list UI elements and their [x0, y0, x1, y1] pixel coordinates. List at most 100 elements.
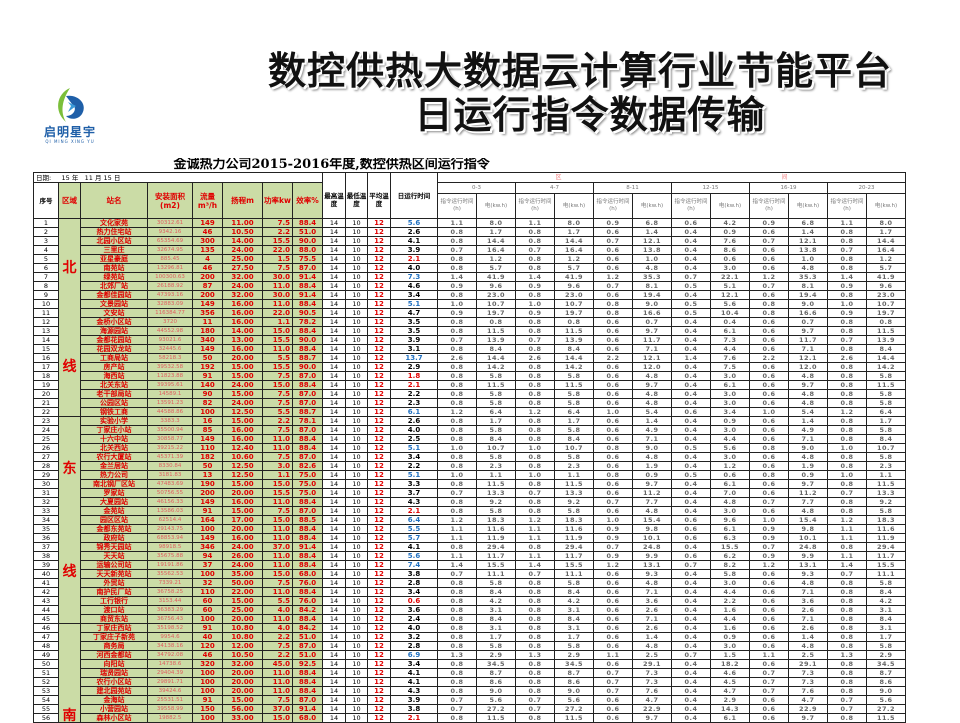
min-temp-value[interactable]: 10: [345, 533, 368, 543]
efficiency-value[interactable]: 88.4: [292, 344, 323, 354]
instruction-hours-value[interactable]: 0.8: [437, 677, 477, 687]
instruction-hours-value[interactable]: 0.4: [671, 371, 711, 381]
electricity-value[interactable]: 23.0: [476, 290, 516, 300]
efficiency-value[interactable]: 75.0: [292, 488, 323, 498]
instruction-hours-value[interactable]: 0.9: [749, 533, 789, 543]
instruction-hours-value[interactable]: 1.2: [593, 272, 633, 282]
electricity-value[interactable]: 11.5: [554, 380, 594, 390]
electricity-value[interactable]: 11.7: [554, 551, 594, 561]
electricity-value[interactable]: 9.9: [788, 551, 828, 561]
electricity-value[interactable]: 16.6: [788, 308, 828, 318]
station-name[interactable]: 金桥小区站: [80, 317, 148, 327]
electricity-value[interactable]: 7.1: [788, 344, 828, 354]
row-number[interactable]: 15: [33, 344, 59, 354]
instruction-hours-value[interactable]: 1.4: [437, 560, 477, 570]
efficiency-value[interactable]: 91.4: [292, 272, 323, 282]
instruction-hours-value[interactable]: 1.2: [515, 407, 555, 417]
head-value[interactable]: 17.00: [222, 515, 263, 525]
power-value[interactable]: 22.0: [262, 308, 293, 318]
electricity-value[interactable]: 12.1: [632, 353, 672, 363]
station-area[interactable]: 98918.5: [147, 542, 193, 552]
electricity-value[interactable]: 4.2: [866, 596, 906, 606]
station-name[interactable]: 北关东站: [80, 380, 148, 390]
instruction-hours-value[interactable]: 0.7: [827, 245, 867, 255]
max-temp-value[interactable]: 14: [322, 470, 346, 480]
min-temp-value[interactable]: 10: [345, 506, 368, 516]
head-value[interactable]: 20.00: [222, 668, 263, 678]
instruction-hours-value[interactable]: 0.6: [593, 254, 633, 264]
instruction-hours-value[interactable]: 0.7: [593, 497, 633, 507]
row-number[interactable]: 4: [33, 245, 59, 255]
instruction-hours-value[interactable]: 0.4: [671, 452, 711, 462]
power-value[interactable]: 7.5: [262, 452, 293, 462]
instruction-hours-value[interactable]: 0.4: [671, 677, 711, 687]
electricity-value[interactable]: 3.0: [710, 398, 750, 408]
row-number[interactable]: 56: [33, 713, 59, 723]
instruction-hours-value[interactable]: 0.4: [671, 326, 711, 336]
electricity-value[interactable]: 1.1: [476, 470, 516, 480]
electricity-value[interactable]: 15.4: [788, 515, 828, 525]
electricity-value[interactable]: 34.5: [476, 659, 516, 669]
max-temp-value[interactable]: 14: [322, 515, 346, 525]
instruction-hours-value[interactable]: 0.9: [515, 308, 555, 318]
avg-temp-value[interactable]: 12: [367, 335, 391, 345]
min-temp-value[interactable]: 10: [345, 299, 368, 309]
instruction-hours-value[interactable]: 0.6: [749, 632, 789, 642]
min-temp-value[interactable]: 10: [345, 344, 368, 354]
instruction-hours-value[interactable]: 1.2: [437, 407, 477, 417]
instruction-hours-value[interactable]: 0.8: [437, 659, 477, 669]
electricity-value[interactable]: 4.8: [710, 497, 750, 507]
instruction-hours-value[interactable]: 1.1: [437, 551, 477, 561]
head-value[interactable]: 15.00: [222, 389, 263, 399]
instruction-hours-value[interactable]: 0.4: [671, 704, 711, 714]
head-value[interactable]: 10.50: [222, 650, 263, 660]
min-temp-value[interactable]: 10: [345, 254, 368, 264]
instruction-hours-value[interactable]: 1.2: [437, 515, 477, 525]
max-temp-value[interactable]: 14: [322, 596, 346, 606]
station-area[interactable]: 62514.4: [147, 515, 193, 525]
avg-temp-value[interactable]: 12: [367, 614, 391, 624]
power-value[interactable]: 11.0: [262, 299, 293, 309]
power-value[interactable]: 7.5: [262, 695, 293, 705]
table-row[interactable]: 45 商贸东站 36756.43 100 20.00 11.0 88.4 14 10 12 2.4 0…: [33, 614, 906, 624]
daily-run-time[interactable]: 4.7: [390, 308, 438, 318]
electricity-value[interactable]: 4.8: [632, 578, 672, 588]
min-temp-value[interactable]: 10: [345, 515, 368, 525]
electricity-value[interactable]: 11.5: [554, 479, 594, 489]
table-row[interactable]: 29 热力公司 3181.83 13 12.50 1.1 75.0 14 10 12 5.1 1.0 1…: [33, 470, 906, 480]
power-value[interactable]: 37.0: [262, 704, 293, 714]
electricity-value[interactable]: 8.4: [476, 587, 516, 597]
avg-temp-value[interactable]: 12: [367, 686, 391, 696]
electricity-value[interactable]: 11.5: [554, 713, 594, 723]
instruction-hours-value[interactable]: 1.2: [593, 560, 633, 570]
instruction-hours-value[interactable]: 0.8: [827, 578, 867, 588]
table-row[interactable]: 46 南丁家庄西站 35198.52 91 10.80 4.0 84.2 14 10 12 4.0 0…: [33, 623, 906, 723]
instruction-hours-value[interactable]: 0.8: [515, 623, 555, 633]
instruction-hours-value[interactable]: 0.6: [749, 362, 789, 372]
instruction-hours-value[interactable]: 0.6: [593, 596, 633, 606]
station-name[interactable]: 锦秀天园站: [80, 542, 148, 552]
electricity-value[interactable]: 5.8: [476, 506, 516, 516]
row-number[interactable]: 26: [33, 443, 59, 453]
flow-value[interactable]: 91: [192, 506, 223, 516]
electricity-value[interactable]: 7.5: [710, 362, 750, 372]
electricity-value[interactable]: 2.6: [788, 623, 828, 633]
electricity-value[interactable]: 22.9: [632, 704, 672, 714]
row-number[interactable]: 29: [33, 470, 59, 480]
efficiency-value[interactable]: 88.4: [292, 443, 323, 453]
avg-temp-value[interactable]: 12: [367, 236, 391, 246]
instruction-hours-value[interactable]: 0.5: [671, 443, 711, 453]
avg-temp-value[interactable]: 12: [367, 443, 391, 453]
max-temp-value[interactable]: 14: [322, 335, 346, 345]
electricity-value[interactable]: 11.5: [554, 326, 594, 336]
table-row[interactable]: 50 向阳站 14738.6 320 32.00 45.0 92.5 14 10 12 3.4 0.8…: [33, 659, 906, 669]
row-number[interactable]: 41: [33, 578, 59, 588]
electricity-value[interactable]: 2.5: [632, 650, 672, 660]
efficiency-value[interactable]: 87.0: [292, 371, 323, 381]
min-temp-value[interactable]: 10: [345, 578, 368, 588]
efficiency-value[interactable]: 90.0: [292, 335, 323, 345]
electricity-value[interactable]: 9.2: [866, 497, 906, 507]
instruction-hours-value[interactable]: 0.8: [749, 308, 789, 318]
max-temp-value[interactable]: 14: [322, 560, 346, 570]
station-area[interactable]: 13586.03: [147, 506, 193, 516]
